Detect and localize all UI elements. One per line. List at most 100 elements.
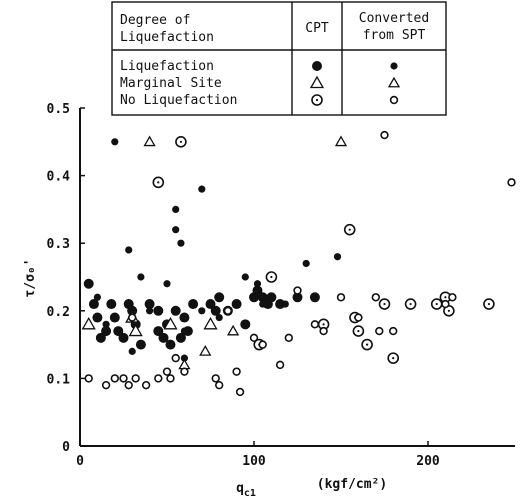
no-liquefaction-cpt-point-center bbox=[392, 357, 395, 360]
x-axis-label-subscript: c1 bbox=[244, 488, 256, 497]
axis-ticks: 0 100 200 0 0.1 0.2 0.3 0.4 0.5 bbox=[47, 102, 440, 469]
legend-header-degree-line1: Degree of bbox=[120, 13, 190, 28]
no-liquefaction-converted-from-spt-point bbox=[389, 326, 398, 336]
no-liquefaction-cpt-point-center bbox=[435, 302, 438, 306]
no-liquefaction-converted-from-spt-point bbox=[119, 374, 128, 383]
liquefaction-converted-from-spt-point bbox=[215, 313, 223, 322]
liquefaction-converted-from-spt-point bbox=[111, 138, 119, 146]
no-liquefaction-cpt-point-center bbox=[357, 329, 360, 333]
liquefaction-converted-from-spt-point bbox=[333, 253, 342, 261]
no-liquefaction-converted-from-spt-point bbox=[166, 374, 175, 383]
legend-header-cpt: CPT bbox=[305, 21, 329, 36]
liquefaction-cpt-point bbox=[188, 299, 199, 310]
liquefaction-cpt-point bbox=[275, 299, 286, 310]
liquefaction-converted-from-spt-point bbox=[198, 185, 206, 193]
legend-row-marginal-site: Marginal Site bbox=[120, 76, 222, 91]
liquefaction-cpt-point bbox=[240, 319, 251, 330]
no-liquefaction-converted-from-spt-point bbox=[284, 333, 293, 343]
no-liquefaction-converted-from-spt-point bbox=[154, 374, 163, 383]
liquefaction-cpt-point bbox=[118, 332, 129, 343]
x-axis-unit: (kgf/cm²) bbox=[317, 477, 387, 492]
no-liquefaction-cpt-point bbox=[361, 338, 373, 351]
no-liquefaction-cpt-point-center bbox=[179, 140, 183, 143]
no-liquefaction-converted-from-spt-point bbox=[84, 374, 93, 383]
no-liquefaction-converted-from-spt-point bbox=[249, 333, 259, 343]
no-liquefaction-converted-from-spt-point bbox=[211, 374, 220, 383]
liquefaction-converted-from-spt-point bbox=[102, 320, 110, 328]
no-liquefaction-cpt-point bbox=[443, 304, 455, 317]
legend-row-liquefaction: Liquefaction bbox=[120, 59, 214, 74]
no-liquefaction-converted-from-spt-point bbox=[124, 380, 133, 390]
no-liquefaction-cpt-point-center bbox=[447, 309, 450, 312]
marginal-site-cpt-point bbox=[203, 317, 218, 330]
legend-header-degree-line2: Liquefaction bbox=[120, 30, 214, 45]
liquefaction-cpt-point bbox=[153, 305, 164, 316]
liquefaction-converted-from-spt-point bbox=[180, 354, 188, 362]
no-liquefaction-converted-from-spt-point bbox=[215, 380, 224, 390]
liquefaction-converted-from-spt-point bbox=[137, 273, 145, 281]
no-liquefaction-converted-from-spt-point bbox=[235, 387, 245, 397]
y-tick-label: 0.5 bbox=[47, 102, 70, 117]
no-liquefaction-cpt-point bbox=[352, 325, 365, 337]
no-liquefaction-converted-from-spt-point bbox=[110, 374, 120, 383]
no-liquefaction-cpt-point bbox=[430, 298, 443, 310]
x-tick-label: 200 bbox=[416, 454, 440, 469]
legend-marker-cpt bbox=[311, 94, 323, 106]
marginal-site-converted-from-spt-point bbox=[199, 345, 212, 356]
liquefaction-cpt-point bbox=[257, 292, 268, 303]
no-liquefaction-cpt-point bbox=[152, 176, 165, 189]
legend-header-spt-line2: from SPT bbox=[363, 28, 426, 43]
liquefaction-cpt-point bbox=[101, 326, 112, 337]
liquefaction-converted-from-spt-point bbox=[241, 273, 249, 281]
liquefaction-converted-from-spt-point bbox=[172, 226, 180, 234]
liquefaction-cpt-point bbox=[179, 312, 190, 323]
no-liquefaction-converted-from-spt-point bbox=[131, 374, 140, 383]
liquefaction-cpt-point bbox=[214, 292, 225, 303]
y-tick-label: 0.2 bbox=[47, 305, 70, 320]
y-tick-label: 0 bbox=[62, 440, 70, 455]
no-liquefaction-converted-from-spt-point bbox=[258, 340, 267, 349]
marginal-site-cpt-point bbox=[81, 317, 96, 330]
no-liquefaction-converted-from-spt-point bbox=[232, 367, 241, 376]
plot-area: 0 100 200 0 0.1 0.2 0.3 0.4 0.5 bbox=[47, 102, 516, 469]
no-liquefaction-cpt-point-center bbox=[444, 296, 447, 299]
no-liquefaction-converted-from-spt-point bbox=[507, 178, 516, 187]
liquefaction-converted-from-spt-point bbox=[163, 280, 171, 288]
no-liquefaction-cpt-point bbox=[483, 298, 495, 310]
no-liquefaction-cpt-point-center bbox=[409, 302, 412, 306]
liquefaction-converted-from-spt-point bbox=[146, 307, 154, 315]
liquefaction-cpt-point bbox=[252, 285, 263, 296]
no-liquefaction-converted-from-spt-point bbox=[310, 320, 320, 329]
no-liquefaction-converted-from-spt-point bbox=[380, 130, 389, 140]
no-liquefaction-cpt-point-center bbox=[348, 228, 351, 231]
liquefaction-cpt-point bbox=[106, 299, 117, 310]
liquefaction-converted-from-spt-point bbox=[281, 300, 289, 308]
liquefaction-converted-from-spt-point bbox=[128, 347, 136, 355]
liquefaction-cpt-point bbox=[144, 299, 155, 310]
no-liquefaction-converted-from-spt-point bbox=[375, 326, 384, 336]
liquefaction-cpt-point bbox=[205, 299, 216, 310]
liquefaction-converted-from-spt-point bbox=[125, 246, 133, 254]
liquefaction-cpt-point bbox=[266, 292, 277, 303]
no-liquefaction-cpt-point bbox=[404, 298, 417, 310]
no-liquefaction-converted-from-spt-point bbox=[319, 326, 328, 336]
liquefaction-cpt-point bbox=[158, 332, 169, 343]
liquefaction-cpt-point bbox=[95, 332, 106, 343]
no-liquefaction-cpt-point bbox=[343, 223, 356, 236]
liquefaction-cpt-point bbox=[292, 292, 303, 303]
y-axis-label: τ/σ₀' bbox=[23, 258, 38, 297]
no-liquefaction-converted-from-spt-point bbox=[441, 299, 450, 309]
no-liquefaction-cpt-point-center bbox=[270, 275, 273, 279]
liquefaction-cpt-point bbox=[165, 339, 176, 350]
liquefaction-converted-from-spt-point bbox=[253, 280, 262, 288]
x-axis-title: qc1 (kgf/cm²) bbox=[236, 477, 387, 497]
marginal-site-converted-from-spt-point bbox=[143, 135, 156, 147]
marginal-site-cpt-point bbox=[128, 323, 143, 337]
liquefaction-cpt-point bbox=[309, 292, 320, 303]
legend-marker-cpt bbox=[312, 61, 322, 71]
no-liquefaction-converted-from-spt-point bbox=[354, 313, 363, 322]
liquefaction-cpt-point bbox=[135, 339, 146, 350]
no-liquefaction-converted-from-spt-point bbox=[448, 293, 457, 302]
liquefaction-cpt-point bbox=[231, 299, 242, 310]
